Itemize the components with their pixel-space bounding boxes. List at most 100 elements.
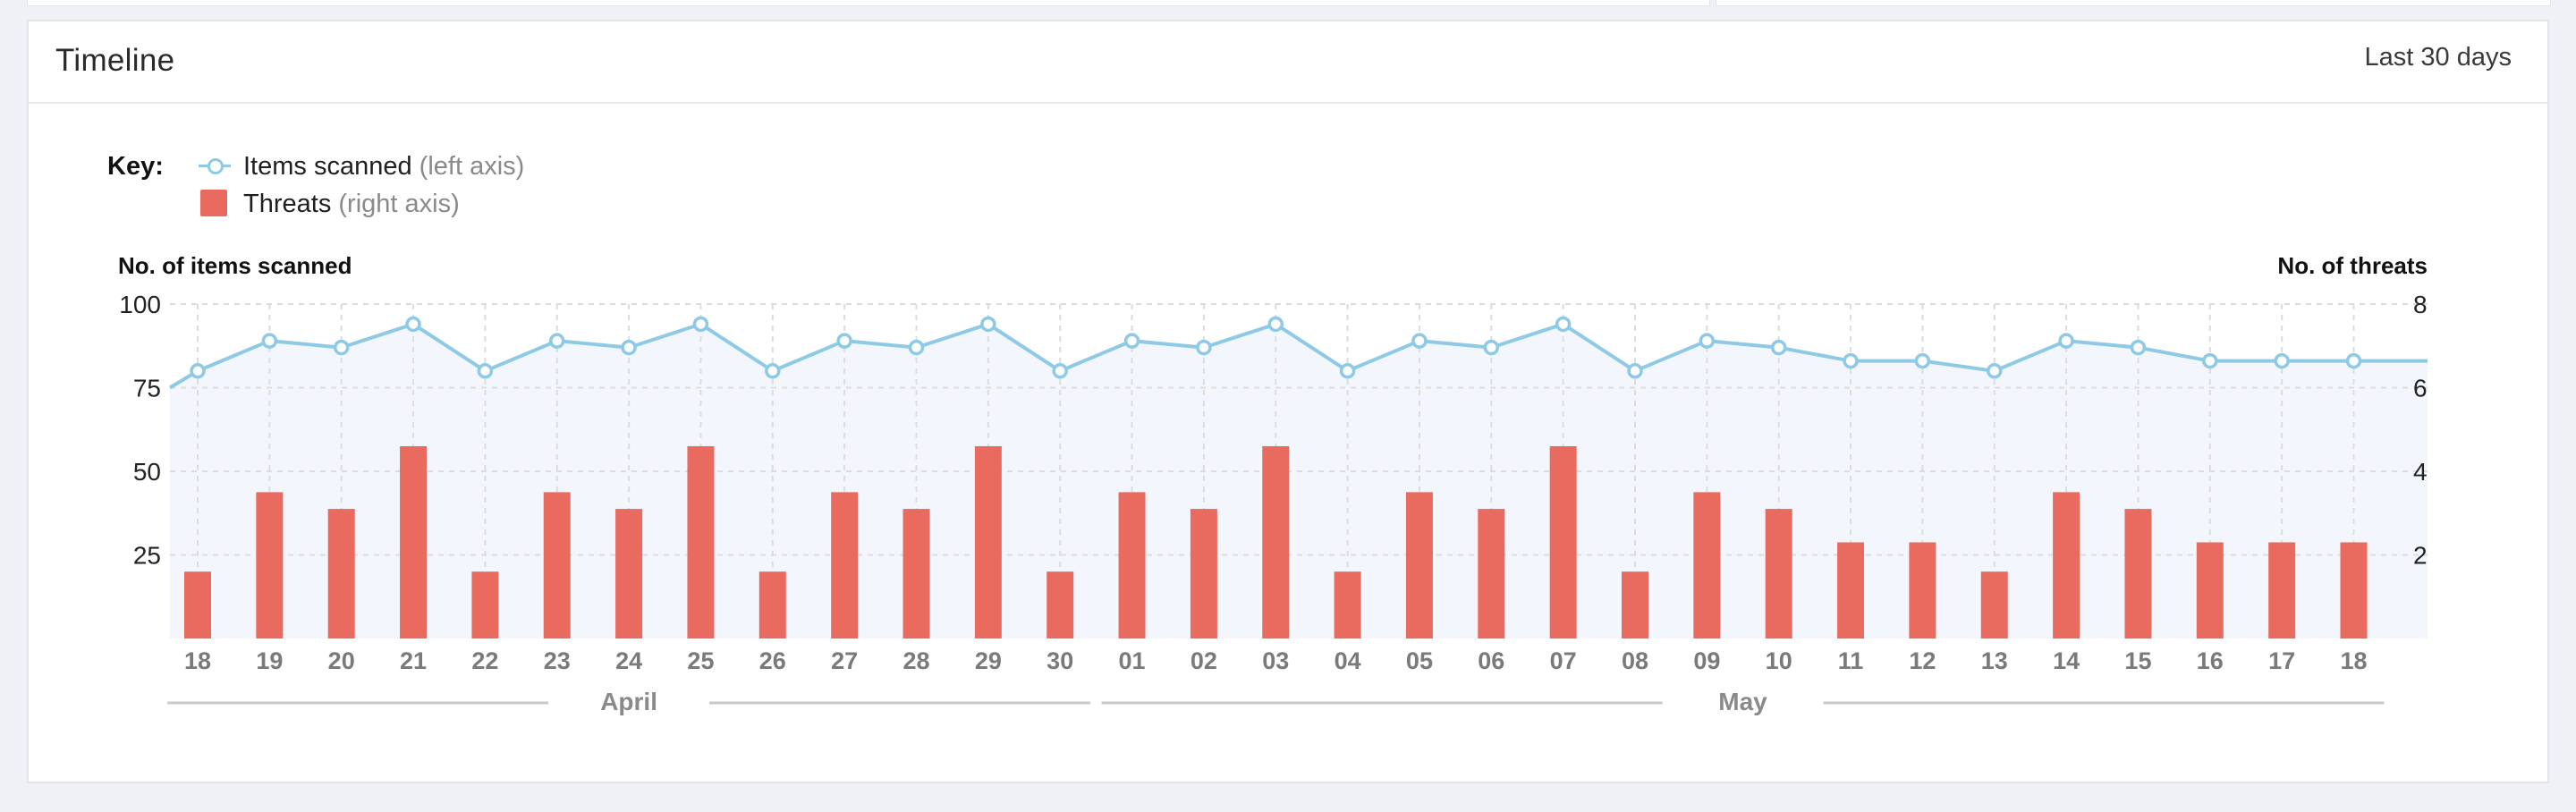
threat-bar [687,445,715,639]
x-tick-label: 10 [1766,647,1792,674]
x-tick-label: 14 [2053,647,2080,674]
legend-items-scanned-note: (left axis) [419,152,525,181]
card-header: Timeline Last 30 days [29,21,2547,104]
threat-bar [2124,509,2152,639]
threat-bar [1190,509,1217,639]
threat-bar [1765,509,1792,639]
x-tick-label: 27 [831,647,858,674]
x-tick-label: 29 [975,647,1002,674]
threat-bar [400,445,428,639]
left-y-tick-label: 25 [133,542,161,570]
items-scanned-point [1627,363,1643,379]
x-tick-label: 12 [1909,647,1936,674]
month-group-label: May [1718,688,1767,715]
items-scanned-point [1052,363,1068,379]
items-scanned-point [333,339,350,356]
items-scanned-point [2345,352,2362,369]
threat-bar [2340,542,2368,639]
right-y-tick-label: 2 [2413,542,2428,570]
x-tick-label: 25 [687,647,714,674]
date-range-label[interactable]: Last 30 days [2364,43,2512,72]
items-scanned-point [621,339,637,356]
bar-swatch-icon [200,190,227,216]
x-tick-label: 26 [759,647,786,674]
x-tick-label: 18 [2340,647,2367,674]
items-scanned-point [908,339,925,356]
items-scanned-point [1123,333,1140,349]
items-scanned-point [2274,352,2290,369]
items-scanned-point [1770,339,1787,356]
threat-bar [1334,571,1361,639]
x-tick-label: 16 [2197,647,2224,674]
items-scanned-point [2058,333,2074,349]
items-scanned-point [1339,363,1356,379]
x-tick-label: 01 [1119,647,1146,674]
items-scanned-point [1914,352,1931,369]
items-scanned-area [170,324,2428,639]
threat-bar [1980,571,2008,639]
items-scanned-point [2202,352,2218,369]
x-tick-label: 05 [1406,647,1433,674]
x-tick-label: 11 [1838,647,1864,674]
threat-bar [1478,509,1505,639]
left-axis-title: No. of items scanned [118,252,352,279]
x-tick-label: 06 [1478,647,1504,674]
x-tick-label: 23 [544,647,571,674]
items-scanned-point [477,363,494,379]
x-tick-label: 20 [328,647,355,674]
threat-bar [543,492,571,639]
month-group-label: April [600,688,657,715]
x-tick-label: 24 [615,647,642,674]
threat-bar [1262,445,1290,639]
x-tick-label: 13 [1981,647,2008,674]
threat-bar [1837,542,1865,639]
items-scanned-point [2130,339,2147,356]
threat-bar [2196,542,2224,639]
threat-bar [1909,542,1936,639]
items-scanned-point [190,363,206,379]
right-y-tick-label: 8 [2413,291,2428,318]
threat-bar [327,509,355,639]
threat-bar [1693,492,1721,639]
items-scanned-point [261,333,278,349]
items-scanned-point [765,363,781,379]
items-scanned-point [549,333,565,349]
left-y-tick-label: 50 [133,458,161,486]
items-scanned-point [1699,333,1716,349]
top-strip-right [1716,0,2551,6]
legend-threats-name: Threats [243,190,332,218]
threat-bar [974,445,1002,639]
threat-bar [758,571,786,639]
right-axis-title: No. of threats [2277,252,2428,279]
threat-bar [256,492,284,639]
threat-bar [902,509,930,639]
items-scanned-point [1483,339,1500,356]
x-tick-label: 28 [902,647,929,674]
x-tick-label: 22 [471,647,498,674]
left-y-tick-label: 75 [133,375,161,402]
legend-key-label: Key: [107,152,164,181]
x-tick-label: 19 [256,647,283,674]
x-tick-label: 04 [1335,647,1361,674]
threat-bar [1046,571,1074,639]
threat-bar [471,571,499,639]
items-scanned-point [692,316,709,333]
x-tick-label: 02 [1191,647,1217,674]
x-tick-label: 30 [1046,647,1073,674]
x-tick-label: 21 [400,647,427,674]
threat-bar [615,509,643,639]
threat-bar [831,492,859,639]
items-scanned-point [405,316,421,333]
right-y-tick-label: 6 [2413,375,2428,402]
legend-items-scanned-name: Items scanned [243,152,412,181]
card-title: Timeline [55,43,175,78]
items-scanned-point [980,316,996,333]
x-tick-label: 15 [2124,647,2151,674]
x-tick-label: 09 [1693,647,1720,674]
items-scanned-point [1555,316,1572,333]
right-y-tick-label: 4 [2413,458,2428,486]
line-marker-icon [199,158,231,174]
threat-bar [2268,542,2296,639]
x-tick-label: 17 [2268,647,2295,674]
threat-bar [1549,445,1577,639]
